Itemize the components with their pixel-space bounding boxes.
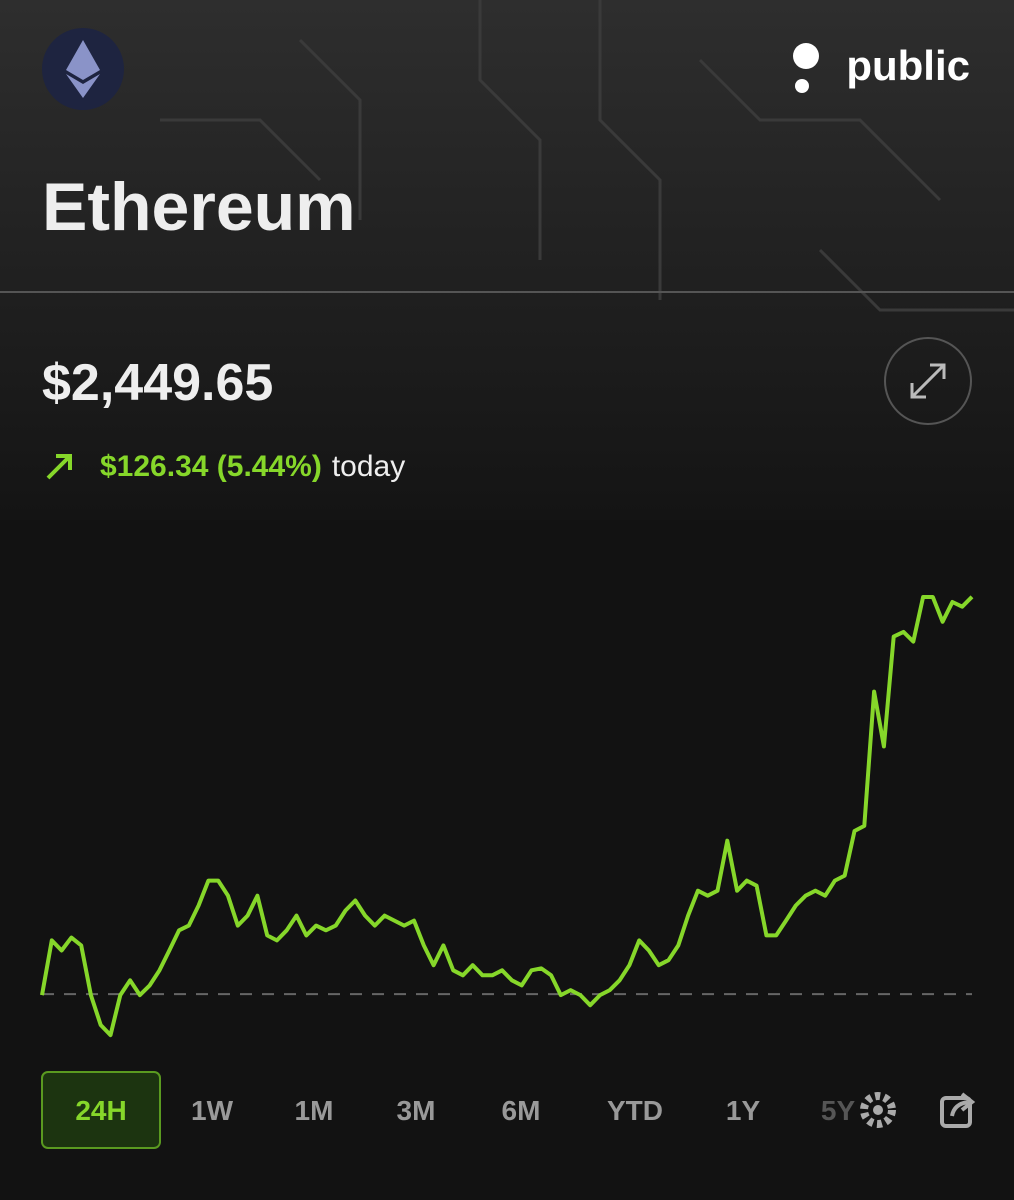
range-tab[interactable]: 24H	[75, 1095, 126, 1126]
range-tab[interactable]: 3M	[397, 1095, 436, 1126]
range-tabs: 24H 1W 1M 3M 6M YTD 1Y 5Y	[41, 1071, 856, 1149]
header-background	[0, 0, 1014, 520]
range-tab[interactable]: 6M	[502, 1095, 541, 1126]
range-tab[interactable]: 1Y	[726, 1095, 761, 1126]
brand-logo	[793, 43, 819, 69]
period: today	[332, 450, 405, 483]
share-arrow	[950, 1092, 976, 1117]
price-line	[40, 595, 974, 1038]
expand-button[interactable]	[884, 337, 972, 425]
range-tab[interactable]: 1W	[191, 1095, 234, 1126]
range-tab[interactable]: YTD	[607, 1095, 663, 1126]
eth-logo	[66, 40, 100, 98]
gear-hub	[873, 1105, 883, 1115]
share-icon[interactable]	[940, 1092, 976, 1128]
asset-title: Ethereum	[42, 169, 356, 245]
price: $2,449.65	[42, 354, 273, 412]
settings-icon[interactable]	[860, 1092, 896, 1128]
gear	[860, 1092, 896, 1128]
range-tab[interactable]: 5Y	[821, 1095, 856, 1126]
chart	[40, 595, 974, 1038]
up-arrow	[46, 454, 72, 480]
brand: public	[846, 42, 970, 89]
range-tab[interactable]: 1M	[295, 1095, 334, 1126]
expand-icon	[910, 363, 946, 399]
circuit-pattern	[160, 0, 1014, 312]
selected-tab	[41, 1071, 161, 1149]
brand-logo-dot	[795, 79, 809, 93]
share-box	[940, 1096, 972, 1128]
change: $126.34 (5.44%)	[100, 450, 322, 483]
